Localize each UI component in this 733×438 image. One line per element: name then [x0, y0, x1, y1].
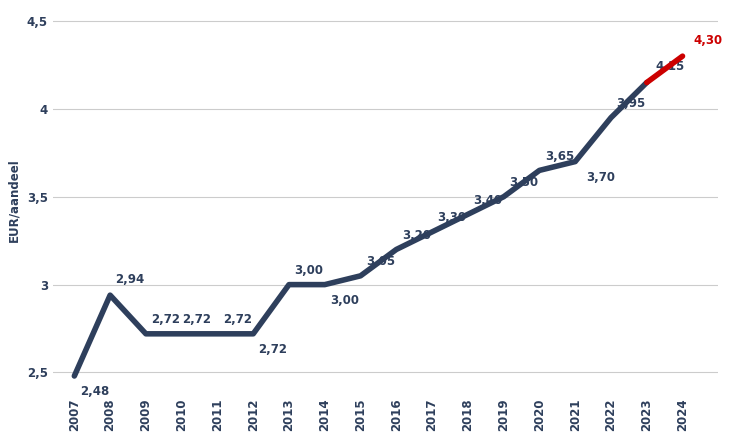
Text: 3,65: 3,65: [545, 150, 574, 163]
Text: 3,00: 3,00: [295, 264, 323, 277]
Text: 2,72: 2,72: [223, 313, 252, 326]
Y-axis label: EUR/aandeel: EUR/aandeel: [7, 159, 20, 242]
Text: 2,72: 2,72: [259, 343, 287, 356]
Text: 4,30: 4,30: [693, 34, 723, 47]
Text: 3,95: 3,95: [616, 97, 646, 110]
Text: 3,30: 3,30: [438, 211, 466, 224]
Text: 2,48: 2,48: [80, 385, 109, 398]
Text: 3,40: 3,40: [474, 194, 502, 207]
Text: 3,20: 3,20: [402, 229, 431, 242]
Text: 2,72: 2,72: [151, 313, 180, 326]
Text: 3,50: 3,50: [509, 176, 538, 189]
Text: 3,05: 3,05: [366, 255, 395, 268]
Text: 2,94: 2,94: [116, 273, 144, 286]
Text: 3,00: 3,00: [330, 294, 359, 307]
Text: 2,72: 2,72: [182, 313, 210, 326]
Text: 4,15: 4,15: [656, 60, 685, 73]
Text: 3,70: 3,70: [586, 171, 615, 184]
